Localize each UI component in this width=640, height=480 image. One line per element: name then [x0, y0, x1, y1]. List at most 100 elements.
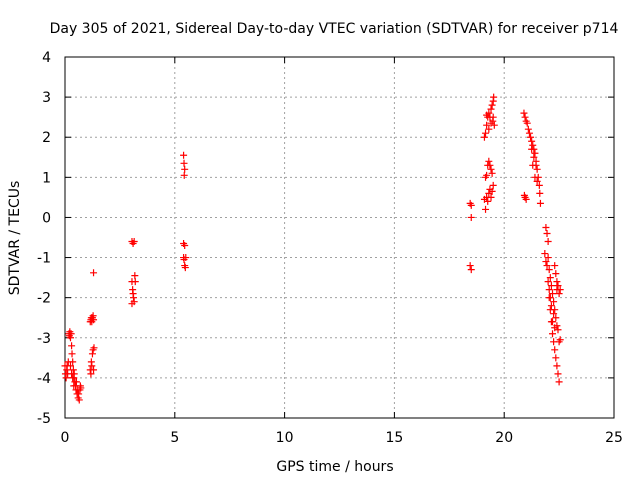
data-point: [544, 238, 552, 246]
y-tick-label: 4: [42, 50, 51, 66]
data-point: [487, 193, 495, 201]
y-tick-labels: -5 -4 -3 -2 -1 0 1 2 3 4: [37, 50, 51, 427]
data-point: [467, 213, 475, 221]
data-point: [131, 272, 139, 280]
data-point: [480, 133, 488, 141]
data-point: [70, 382, 78, 390]
x-tick-label: 0: [61, 430, 70, 446]
data-point: [87, 370, 95, 378]
data-point: [545, 286, 553, 294]
data-point: [550, 298, 558, 306]
plot-border: [64, 56, 615, 419]
data-point: [488, 101, 496, 109]
data-point: [487, 119, 495, 127]
data-point: [90, 344, 98, 352]
data-point: [485, 125, 493, 133]
data-point: [128, 300, 136, 308]
data-point: [551, 262, 559, 270]
data-point: [551, 346, 559, 354]
data-point: [549, 318, 557, 326]
data-point: [541, 250, 549, 258]
data-point: [521, 113, 529, 121]
y-tick-label: 0: [42, 210, 51, 226]
data-point: [489, 181, 497, 189]
data-point: [88, 362, 96, 370]
data-point: [550, 310, 558, 318]
data-point: [66, 334, 74, 342]
y-tick-label: -3: [37, 331, 51, 347]
x-tick-label: 5: [170, 430, 179, 446]
data-point: [546, 274, 554, 282]
data-point: [552, 270, 560, 278]
data-point: [527, 133, 535, 141]
data-point: [544, 254, 552, 262]
data-point: [66, 362, 74, 370]
data-point: [484, 197, 492, 205]
data-point: [547, 282, 555, 290]
data-point: [68, 350, 76, 358]
data-point: [488, 187, 496, 195]
y-tick-label: 2: [42, 130, 51, 146]
chart-title: Day 305 of 2021, Sidereal Day-to-day VTE…: [50, 21, 619, 37]
data-point: [67, 330, 75, 338]
y-tick-label: 1: [42, 170, 51, 186]
data-point: [467, 201, 475, 209]
data-point: [520, 191, 528, 199]
data-point: [69, 374, 77, 382]
data-point: [483, 171, 491, 179]
x-axis-label: GPS time / hours: [276, 459, 393, 475]
data-point: [531, 149, 539, 157]
data-point: [467, 266, 475, 274]
data-point: [62, 374, 70, 382]
data-point: [488, 169, 496, 177]
data-point: [523, 119, 531, 127]
data-point: [529, 141, 537, 149]
data-point: [529, 161, 537, 169]
grid-lines: [65, 57, 614, 418]
y-tick-label: -2: [37, 291, 51, 307]
x-tick-label: 20: [495, 430, 513, 446]
data-point: [551, 324, 559, 332]
data-point: [75, 390, 83, 398]
data-point: [528, 137, 536, 145]
x-tick-label: 15: [385, 430, 403, 446]
data-point: [182, 254, 190, 262]
x-tick-label: 25: [605, 430, 623, 446]
y-tick-label: 3: [42, 90, 51, 106]
data-point: [522, 195, 530, 203]
data-point: [553, 278, 561, 286]
data-point: [68, 370, 76, 378]
data-point: [90, 366, 98, 374]
data-point: [549, 290, 557, 298]
data-point: [552, 354, 560, 362]
data-point: [69, 358, 77, 366]
data-point: [490, 93, 498, 101]
data-point: [543, 229, 551, 237]
data-point: [180, 151, 188, 159]
data-point: [533, 165, 541, 173]
data-point: [130, 238, 138, 246]
data-point: [486, 161, 494, 169]
data-point: [180, 159, 188, 167]
data-point: [536, 189, 544, 197]
data-point: [69, 366, 77, 374]
data-point: [75, 396, 83, 404]
data-point: [77, 384, 85, 392]
y-tick-label: -1: [37, 251, 51, 267]
data-point: [482, 129, 490, 137]
data-point: [531, 173, 539, 181]
data-point: [72, 378, 80, 386]
data-point: [525, 129, 533, 137]
data-point: [542, 258, 550, 266]
y-tick-label: -5: [37, 411, 51, 427]
data-point: [546, 306, 554, 314]
data-point: [535, 181, 543, 189]
data-point: [466, 262, 474, 270]
data-point: [528, 145, 536, 153]
data-point: [131, 278, 139, 286]
data-point: [554, 370, 562, 378]
x-tick-labels: 0 5 10 15 20 25: [61, 430, 623, 446]
data-point: [545, 266, 553, 274]
